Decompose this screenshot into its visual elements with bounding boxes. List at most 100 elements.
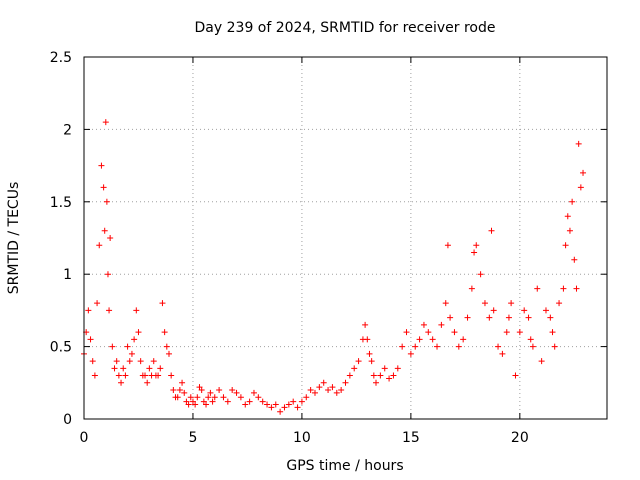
data-point [471, 249, 478, 256]
y-tick-label: 2 [63, 122, 72, 138]
data-point [220, 394, 227, 401]
data-point [521, 307, 528, 314]
data-point [168, 372, 175, 379]
data-point [320, 379, 327, 386]
data-point [165, 350, 172, 357]
data-point [89, 358, 96, 365]
data-point [107, 235, 114, 241]
data-point [126, 358, 133, 365]
data-point [580, 169, 587, 176]
data-point [442, 300, 449, 307]
data-point [569, 198, 576, 205]
data-point [311, 389, 318, 396]
data-point [562, 242, 569, 249]
plot-frame [83, 56, 608, 420]
data-point [451, 329, 458, 336]
data-point [403, 329, 410, 336]
data-point [205, 394, 212, 401]
data-point [338, 387, 345, 394]
data-point [142, 372, 149, 379]
data-point [346, 372, 353, 379]
data-point [460, 336, 467, 343]
x-tick-label: 5 [188, 430, 197, 446]
data-point [325, 387, 332, 394]
data-point [481, 300, 488, 307]
data-point [508, 300, 515, 307]
axis-ticks [83, 56, 607, 420]
x-tick-label: 15 [402, 430, 420, 446]
data-point [106, 307, 113, 314]
data-point [104, 271, 111, 278]
data-point [137, 358, 144, 365]
data-point [102, 119, 109, 126]
data-point [113, 358, 120, 365]
y-tick-label: 1 [63, 267, 72, 283]
data-point [131, 336, 138, 343]
data-point [529, 343, 536, 350]
data-point [246, 398, 253, 405]
data-point [159, 300, 166, 307]
data-point [416, 336, 423, 343]
data-point [505, 314, 512, 321]
data-point [122, 372, 129, 379]
data-point [549, 329, 556, 336]
data-point [364, 336, 371, 343]
data-point [176, 387, 183, 394]
data-point [490, 307, 497, 314]
data-point [207, 389, 214, 396]
data-point [96, 242, 103, 249]
data-point [464, 314, 471, 321]
y-tick-label: 2.5 [50, 50, 72, 66]
data-point [146, 365, 153, 372]
data-point [390, 372, 397, 379]
data-point [281, 404, 288, 411]
x-tick-label: 20 [511, 430, 529, 446]
data-point [163, 343, 170, 350]
data-point [264, 401, 271, 408]
data-point [161, 329, 168, 336]
data-point [425, 329, 432, 336]
data-point [366, 350, 373, 357]
y-tick-label: 1.5 [50, 195, 72, 211]
data-point [216, 387, 223, 394]
data-point [575, 140, 582, 147]
data-point [229, 387, 236, 394]
data-point [298, 398, 305, 405]
data-point [342, 379, 349, 386]
data-point [285, 401, 292, 408]
data-point [564, 213, 571, 220]
data-point [566, 227, 573, 234]
data-point [351, 365, 358, 372]
data-point [98, 162, 105, 169]
data-point [355, 358, 362, 365]
data-point [120, 365, 127, 372]
data-point [527, 336, 534, 343]
data-point [316, 384, 323, 391]
data-point [224, 398, 231, 405]
data-point [429, 336, 436, 343]
chart-title: Day 239 of 2024, SRMTID for receiver rod… [195, 20, 496, 36]
data-point [560, 285, 567, 292]
data-point [211, 394, 218, 401]
data-point [85, 307, 92, 314]
data-point [434, 343, 441, 350]
data-point [571, 256, 578, 263]
data-point [577, 184, 584, 191]
data-point [373, 379, 380, 386]
data-point [133, 307, 140, 314]
data-point [503, 329, 510, 336]
data-point [272, 401, 279, 408]
data-point [407, 350, 414, 357]
data-point [209, 398, 216, 405]
data-point [516, 329, 523, 336]
data-point [307, 387, 314, 394]
data-points [81, 119, 587, 415]
data-point [399, 343, 406, 350]
data-point [100, 184, 107, 191]
data-point [101, 227, 108, 234]
x-tick-label: 0 [80, 430, 89, 446]
grid-lines [84, 57, 607, 419]
data-point [181, 389, 188, 396]
data-point [538, 358, 545, 365]
